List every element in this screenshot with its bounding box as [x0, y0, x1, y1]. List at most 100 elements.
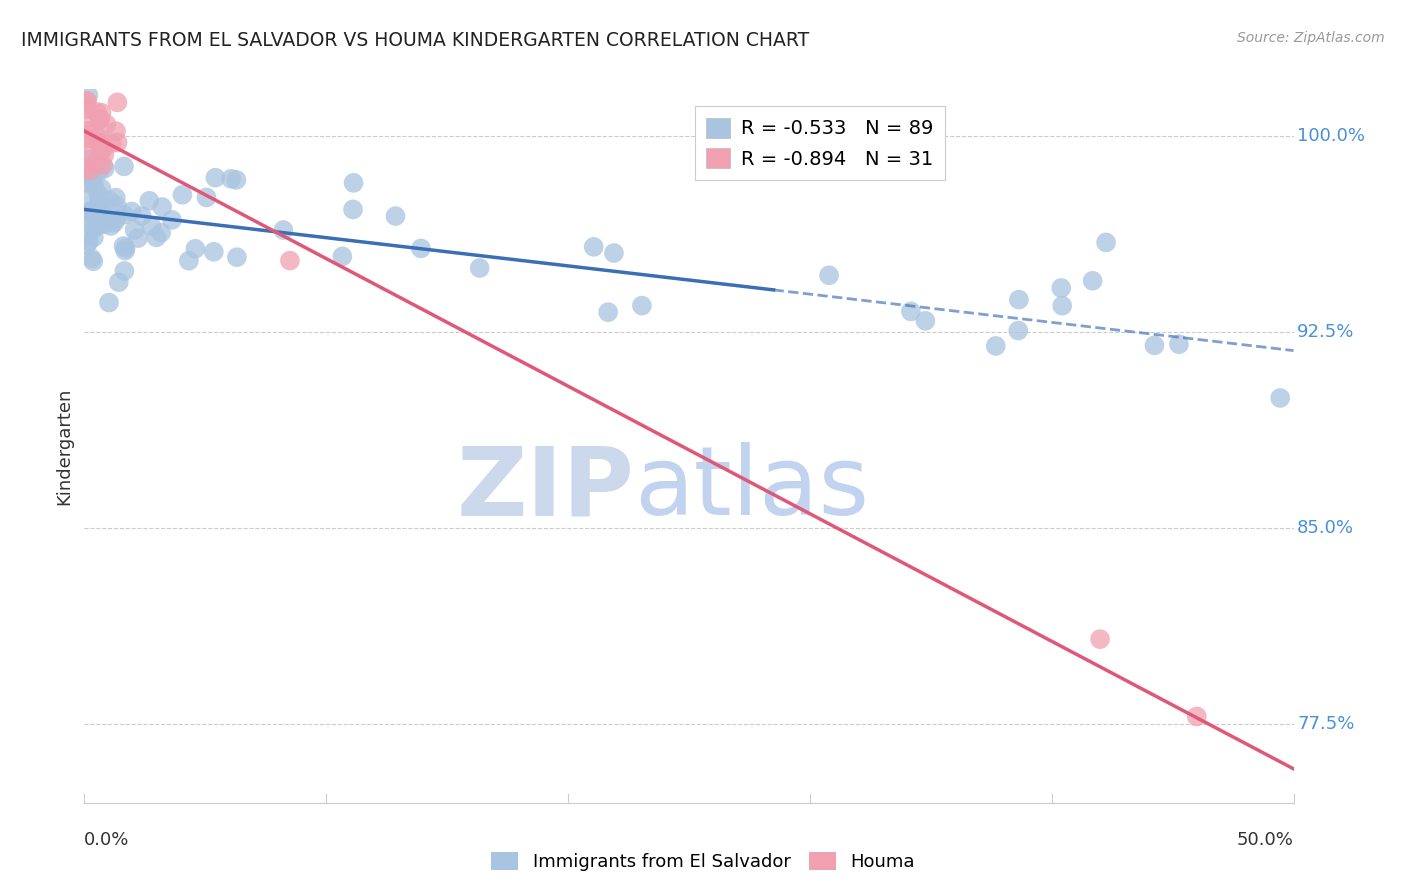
- Point: [107, 275, 129, 289]
- Point: [82, 221, 104, 235]
- Point: [818, 268, 841, 283]
- Point: [112, 208, 135, 222]
- Point: [127, 231, 149, 245]
- Point: [89, 195, 111, 210]
- Point: [77, 123, 100, 137]
- Point: [114, 244, 136, 258]
- Point: [1050, 281, 1073, 295]
- Point: [91, 158, 114, 172]
- Point: [598, 305, 620, 319]
- Point: [94, 215, 117, 229]
- Point: [76, 94, 98, 108]
- Point: [86, 104, 108, 119]
- Point: [984, 339, 1007, 353]
- Point: [468, 260, 491, 275]
- Point: [93, 148, 115, 162]
- Point: [1081, 274, 1104, 288]
- Point: [1168, 337, 1191, 351]
- Point: [80, 205, 103, 219]
- Point: [332, 249, 354, 263]
- Text: 50.0%: 50.0%: [1237, 831, 1294, 849]
- Point: [177, 253, 200, 268]
- Point: [89, 158, 111, 172]
- Point: [83, 178, 105, 193]
- Point: [93, 217, 115, 231]
- Point: [89, 136, 111, 150]
- Point: [76, 205, 98, 219]
- Point: [89, 112, 111, 126]
- Point: [202, 244, 225, 259]
- Text: 77.5%: 77.5%: [1298, 715, 1354, 733]
- Point: [76, 112, 98, 126]
- Point: [76, 238, 98, 252]
- Point: [107, 136, 129, 150]
- Point: [160, 213, 183, 227]
- Point: [124, 223, 146, 237]
- Text: 0.0%: 0.0%: [84, 831, 129, 849]
- Point: [150, 226, 173, 240]
- Point: [83, 230, 105, 244]
- Point: [90, 105, 112, 120]
- Point: [96, 117, 118, 131]
- Point: [104, 191, 127, 205]
- Point: [87, 165, 110, 179]
- Point: [89, 194, 111, 208]
- Point: [77, 234, 100, 248]
- Point: [131, 209, 153, 223]
- Point: [89, 144, 111, 158]
- Point: [112, 160, 135, 174]
- Point: [225, 250, 247, 264]
- Point: [82, 254, 104, 268]
- Point: [76, 131, 98, 145]
- Point: [101, 136, 124, 150]
- Point: [80, 252, 103, 266]
- Point: [76, 103, 98, 117]
- Point: [76, 145, 98, 160]
- Text: ZIP: ZIP: [457, 442, 634, 535]
- Point: [105, 211, 128, 226]
- Point: [86, 219, 108, 233]
- Point: [150, 200, 173, 214]
- Point: [76, 169, 98, 184]
- Point: [89, 136, 111, 150]
- Point: [195, 190, 218, 204]
- Point: [91, 143, 114, 157]
- Point: [105, 95, 128, 110]
- Point: [98, 194, 121, 208]
- Text: 100.0%: 100.0%: [1298, 128, 1365, 145]
- Point: [1143, 338, 1166, 352]
- Point: [631, 299, 654, 313]
- Point: [80, 168, 103, 182]
- Point: [105, 124, 128, 138]
- Point: [273, 223, 295, 237]
- Point: [93, 213, 115, 227]
- Text: IMMIGRANTS FROM EL SALVADOR VS HOUMA KINDERGARTEN CORRELATION CHART: IMMIGRANTS FROM EL SALVADOR VS HOUMA KIN…: [21, 31, 810, 50]
- Point: [79, 163, 101, 178]
- Point: [184, 242, 207, 256]
- Point: [90, 181, 112, 195]
- Legend: R = -0.533   N = 89, R = -0.894   N = 31: R = -0.533 N = 89, R = -0.894 N = 31: [695, 106, 945, 180]
- Point: [76, 176, 98, 190]
- Point: [1095, 235, 1118, 250]
- Point: [76, 161, 98, 175]
- Point: [82, 202, 104, 217]
- Point: [204, 170, 226, 185]
- Legend: Immigrants from El Salvador, Houma: Immigrants from El Salvador, Houma: [484, 846, 922, 879]
- Point: [138, 194, 160, 208]
- Point: [342, 176, 364, 190]
- Point: [141, 219, 163, 233]
- Point: [100, 219, 122, 233]
- Point: [90, 215, 112, 229]
- Point: [87, 130, 110, 145]
- Text: 85.0%: 85.0%: [1298, 519, 1354, 537]
- Point: [278, 253, 301, 268]
- Point: [103, 216, 125, 230]
- Point: [94, 161, 117, 176]
- Point: [77, 54, 100, 69]
- Point: [1088, 632, 1111, 647]
- Text: 92.5%: 92.5%: [1298, 323, 1354, 342]
- Point: [384, 209, 406, 223]
- Point: [145, 230, 167, 244]
- Point: [105, 199, 128, 213]
- Text: Source: ZipAtlas.com: Source: ZipAtlas.com: [1237, 31, 1385, 45]
